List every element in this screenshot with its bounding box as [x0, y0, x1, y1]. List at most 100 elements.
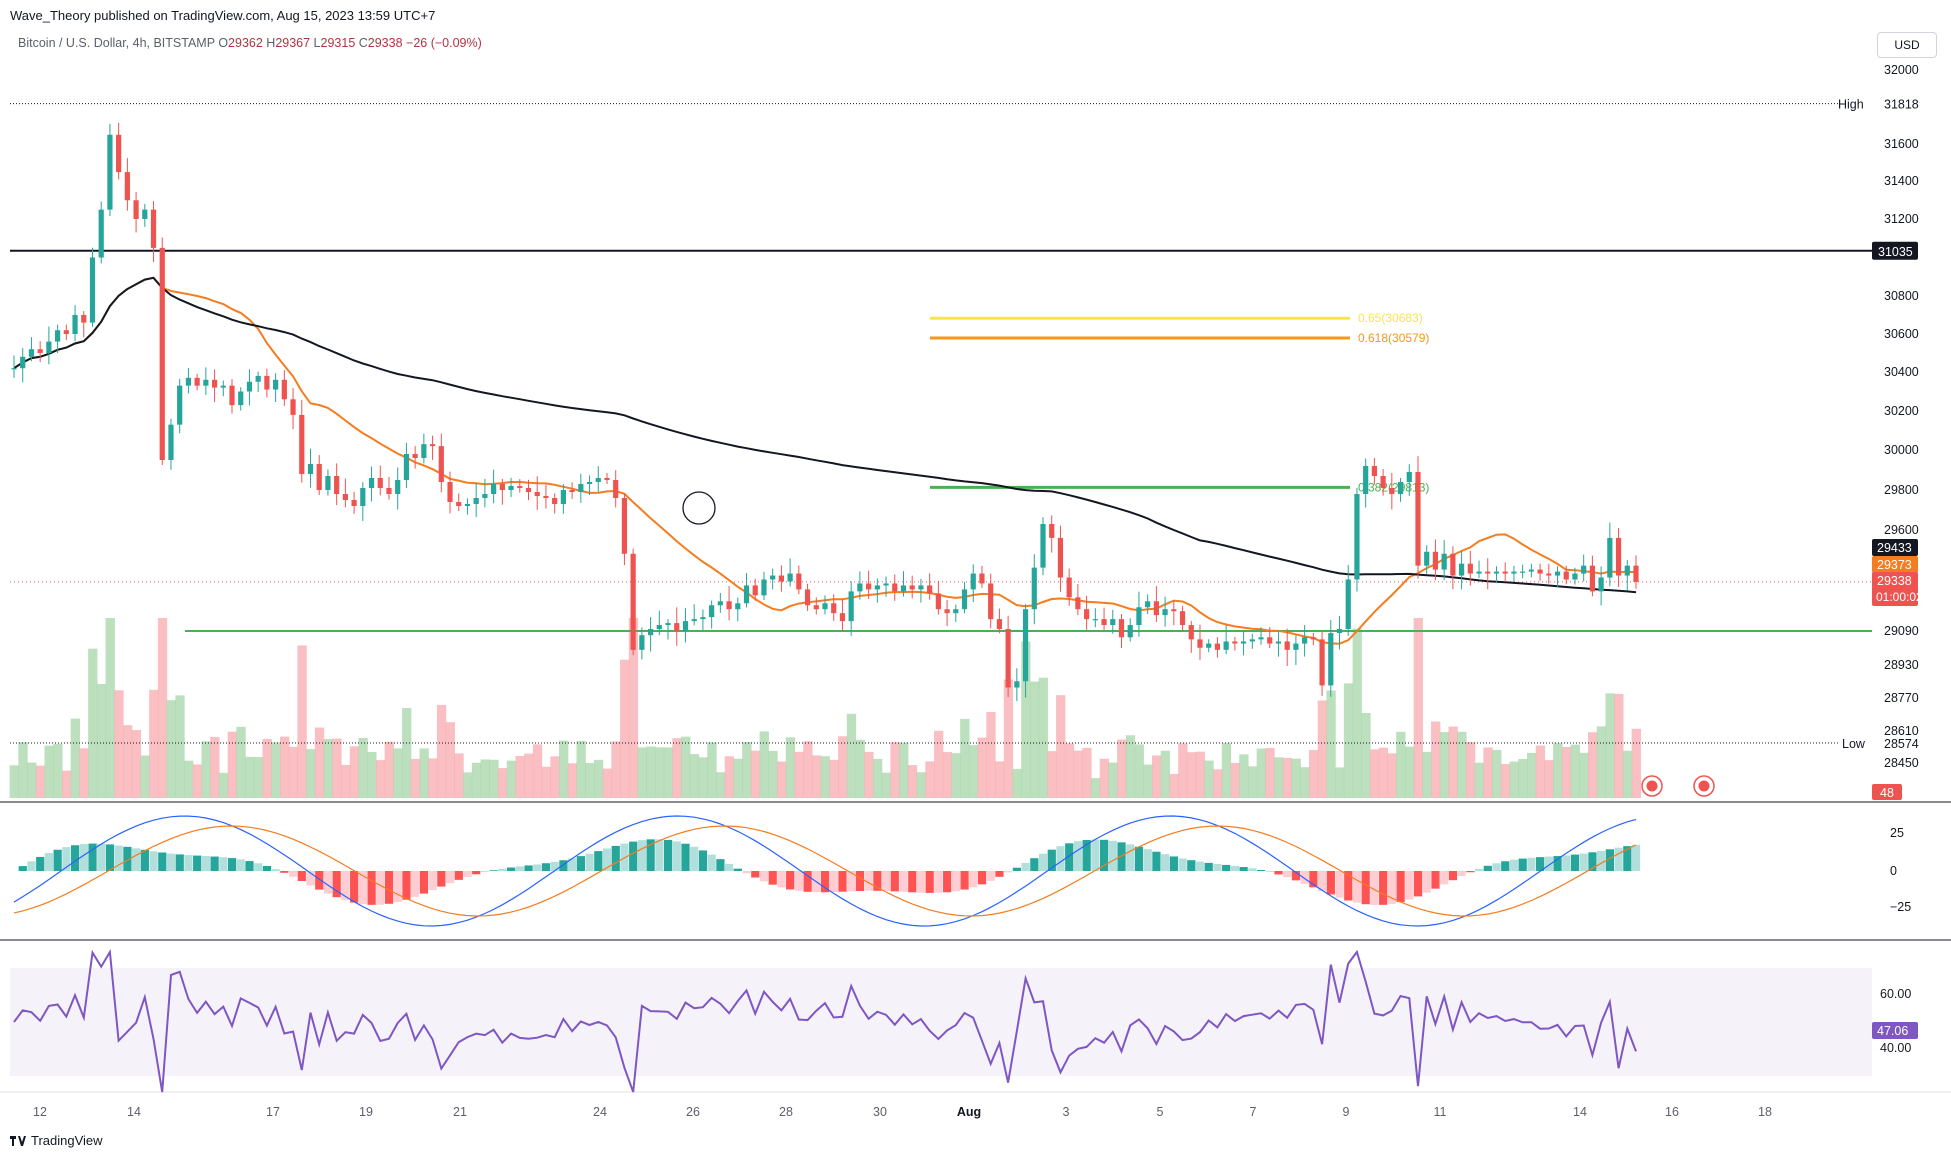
candle-body [307, 464, 314, 474]
price-tick: 28610 [1884, 724, 1919, 738]
volume-bar [1134, 744, 1144, 798]
candle-body [1458, 563, 1465, 576]
macd-bar [995, 871, 1004, 877]
macd-bar [1405, 871, 1414, 900]
macd-bar [1631, 844, 1641, 871]
volume-bar [341, 764, 351, 798]
candle-body [491, 484, 497, 494]
volume-bar [1465, 742, 1476, 798]
volume-bar [907, 765, 918, 798]
macd-bar [62, 847, 71, 871]
level-lines: 0.65(30683) 0.618(30579) 0.382(29813) [10, 103, 1872, 744]
volume-bar [1125, 735, 1136, 798]
symbol-legend[interactable]: Bitcoin / U.S. Dollar, 4h, BITSTAMP O293… [18, 36, 482, 50]
macd-bar [1562, 855, 1571, 871]
candle-body [1223, 641, 1229, 650]
level-labels: High 31818 Low 28574 31035 29433 29373 29338 01:… [1641, 98, 1923, 800]
candle-body [874, 585, 880, 590]
candle-body [1031, 567, 1037, 610]
volume-bar [210, 736, 220, 798]
volume-bar [454, 753, 464, 798]
volume-bar [960, 718, 970, 798]
candle-body [1206, 643, 1212, 648]
candle-body [1485, 571, 1491, 574]
candle-body [1319, 639, 1325, 686]
macd-bar [515, 866, 524, 871]
macd-bar [1152, 851, 1161, 871]
ohlc-value-o: 29362 [228, 36, 263, 50]
macd-bar [960, 871, 969, 890]
macd-bar [1239, 867, 1248, 871]
signal-line [13, 825, 1637, 917]
time-tick: 14 [1573, 1105, 1587, 1119]
candle-body [1092, 619, 1098, 621]
volume-bar [1352, 628, 1362, 798]
candle-body [1624, 565, 1630, 576]
candle-body [918, 585, 924, 590]
macd-bar [786, 871, 795, 890]
fib-label: 0.382(29813) [1358, 480, 1429, 494]
currency-button[interactable]: USD [1877, 32, 1937, 58]
candle-body [1153, 601, 1159, 616]
candle-body [1040, 524, 1046, 568]
candle-body [857, 583, 863, 592]
macd-bar [611, 845, 620, 871]
macd-bar [184, 855, 193, 871]
macd-bar [1143, 849, 1152, 871]
volume-bar [1213, 769, 1223, 798]
macd-bar [847, 871, 856, 892]
candle-body [1084, 609, 1090, 620]
candle-body [1493, 571, 1500, 574]
candle-body [517, 486, 523, 488]
candle-body [299, 414, 305, 474]
macd-bar [1370, 871, 1379, 905]
macd-bar [1099, 839, 1109, 871]
macd-bar [1300, 871, 1309, 884]
price-tick: 31600 [1884, 137, 1919, 151]
volume-bar [471, 762, 482, 798]
candle-body [909, 585, 915, 590]
volume-bar [349, 746, 360, 798]
volume-bar [541, 766, 551, 798]
volume-bar [593, 759, 604, 798]
volume-bar [829, 759, 839, 798]
candle-body [1127, 625, 1133, 638]
macd-bar [376, 871, 385, 905]
candle-body [796, 573, 802, 590]
macd-bar [1588, 852, 1597, 871]
candle-body [377, 478, 383, 488]
candle-body [1075, 597, 1081, 610]
macd-bar [472, 871, 481, 875]
candle-body [1380, 476, 1386, 488]
circle-drawing[interactable] [682, 491, 716, 525]
candle-body [1162, 609, 1168, 616]
tradingview-brand[interactable]: TradingView [10, 1133, 103, 1148]
macd-bar [1134, 846, 1144, 871]
macd-bar [149, 851, 158, 871]
candle-body [1563, 571, 1569, 580]
candle-body [944, 609, 950, 614]
macd-bar [1222, 864, 1231, 871]
macd-bar [271, 869, 280, 871]
volume-bar [1370, 749, 1380, 798]
macd-bar [655, 839, 664, 871]
candle-body [168, 424, 174, 460]
macd-bar [1038, 853, 1048, 871]
macd-bar [1169, 856, 1178, 871]
macd-bar [855, 871, 865, 892]
candle-body [979, 573, 985, 584]
price-tick: 30000 [1884, 443, 1919, 457]
macd-bar [498, 868, 507, 871]
candle-body [1101, 619, 1107, 626]
volume-bar [1396, 731, 1406, 798]
candle-body [142, 209, 148, 219]
candle-body [1511, 571, 1517, 574]
volume-bar [916, 772, 926, 798]
candle-body [534, 492, 540, 496]
volume-badge-value: 48 [1880, 786, 1894, 800]
macd-bar [254, 863, 263, 871]
macd-bar [916, 871, 926, 893]
macd-bar [27, 861, 36, 871]
